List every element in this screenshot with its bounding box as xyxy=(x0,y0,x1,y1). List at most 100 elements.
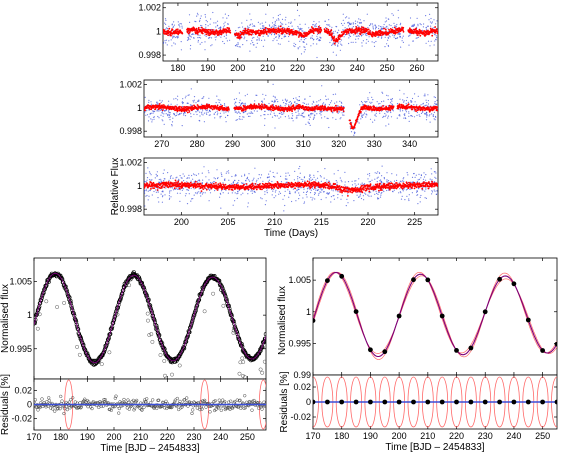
top_2-raw-point xyxy=(399,89,401,91)
top_1-raw-point xyxy=(400,46,402,48)
top_1-binned-point xyxy=(402,26,405,29)
top_1-raw-point xyxy=(435,38,437,40)
top_2-raw-point xyxy=(399,98,401,100)
top_1-raw-point xyxy=(380,37,383,39)
top_2-raw-point xyxy=(387,98,389,101)
top_1-raw-point xyxy=(310,45,312,47)
top_1-raw-point xyxy=(348,42,350,45)
top_1-raw-point xyxy=(337,45,339,47)
top_3-raw-point xyxy=(431,193,433,195)
top_3-raw-point xyxy=(345,205,347,207)
top_1-binned-point xyxy=(284,31,287,34)
top_2-raw-point xyxy=(312,113,314,115)
top_1-raw-point xyxy=(364,34,367,36)
top_1-ytick-label: 1 xyxy=(156,26,161,36)
top_1-raw-point xyxy=(332,43,334,46)
top_1-raw-point xyxy=(261,27,263,29)
top_2-raw-point xyxy=(375,112,377,114)
top_3-raw-point xyxy=(414,176,416,178)
top_2-raw-point xyxy=(319,111,321,113)
top_3-raw-point xyxy=(163,178,165,180)
top_1-raw-point xyxy=(316,35,318,37)
top_2-binned-point xyxy=(146,107,149,109)
top_2-raw-point xyxy=(404,114,406,117)
top_3-raw-point xyxy=(377,197,379,199)
top_3-raw-point xyxy=(151,179,153,181)
top_3-raw-point xyxy=(220,193,222,195)
top_1-raw-point xyxy=(352,41,354,44)
top_3-raw-point xyxy=(340,198,342,200)
top_1-raw-point xyxy=(311,35,313,37)
top_1-raw-point xyxy=(274,20,276,23)
top_3-raw-point xyxy=(245,179,247,182)
top_2-binned-point xyxy=(243,105,246,108)
top_1-binned-point xyxy=(239,30,242,33)
top_1-raw-point xyxy=(402,41,404,44)
top_1-raw-point xyxy=(396,37,398,39)
top_3-binned-point xyxy=(150,188,152,190)
top_2-raw-point xyxy=(313,117,315,119)
top_1-raw-point xyxy=(349,35,352,38)
top_3-raw-point xyxy=(285,175,287,177)
top_2-raw-point xyxy=(175,97,177,100)
top_1-raw-point xyxy=(179,26,181,28)
top_3-raw-point xyxy=(328,192,330,194)
top_3-xtick-label: 210 xyxy=(267,217,282,227)
top_3-raw-point xyxy=(392,190,394,192)
top_2-raw-point xyxy=(243,103,245,105)
top_1-binned-point xyxy=(312,32,315,35)
top_2-raw-point xyxy=(158,110,160,112)
top_3-raw-point xyxy=(148,171,151,173)
top_2-raw-point xyxy=(365,101,367,103)
top_2-raw-point xyxy=(405,117,407,120)
top_2-raw-point xyxy=(240,103,242,105)
top_2-raw-point xyxy=(217,112,219,114)
top_3-raw-point xyxy=(288,174,291,176)
top_3-raw-point xyxy=(337,197,339,199)
top_3-raw-point xyxy=(328,193,330,195)
top_2-raw-point xyxy=(426,104,428,106)
top_2-raw-point xyxy=(425,119,428,121)
top_1-binned-point xyxy=(297,36,300,38)
top_1-raw-point xyxy=(302,41,304,43)
top_1-raw-point xyxy=(172,26,174,28)
top_3-raw-point xyxy=(361,182,363,184)
top_3-raw-point xyxy=(400,198,403,200)
top_2-binned-point xyxy=(258,103,260,106)
top_1-binned-point xyxy=(307,33,310,36)
top_3-raw-point xyxy=(419,196,421,198)
top_3-raw-point xyxy=(162,191,164,193)
top_2-raw-point xyxy=(282,99,284,101)
top_1-raw-point xyxy=(374,28,377,30)
top_3-raw-point xyxy=(155,173,157,175)
top_2-raw-point xyxy=(234,103,236,105)
top_1-raw-point xyxy=(251,23,253,25)
top_1-raw-point xyxy=(430,40,432,42)
top_3-raw-point xyxy=(220,172,222,174)
top_2-raw-point xyxy=(160,114,162,116)
top_2-raw-point xyxy=(290,117,292,119)
top_3-raw-point xyxy=(177,188,179,190)
top_3-raw-point xyxy=(238,179,240,182)
top_3-raw-point xyxy=(415,174,417,176)
top_3-raw-point xyxy=(320,188,322,190)
top_2-raw-point xyxy=(146,114,149,116)
top_1-raw-point xyxy=(355,41,357,43)
top_1-raw-point xyxy=(370,24,372,26)
top_3-raw-point xyxy=(194,192,197,194)
top_2-raw-point xyxy=(292,97,295,100)
top_3-raw-point xyxy=(341,181,343,183)
top_1-raw-point xyxy=(298,15,300,17)
top_2-raw-point xyxy=(309,95,311,97)
top_2-raw-point xyxy=(299,114,301,116)
top_2-raw-point xyxy=(427,103,430,105)
top_2-raw-point xyxy=(402,110,404,112)
top_2-raw-point xyxy=(274,96,276,98)
top_1-raw-point xyxy=(216,20,219,22)
top_3-raw-point xyxy=(315,189,317,191)
top_1-raw-point xyxy=(318,21,320,23)
top_1-binned-point xyxy=(327,28,330,31)
top_3-raw-point xyxy=(234,192,236,194)
top_2-raw-point xyxy=(264,110,266,112)
top_2-raw-point xyxy=(206,113,208,115)
